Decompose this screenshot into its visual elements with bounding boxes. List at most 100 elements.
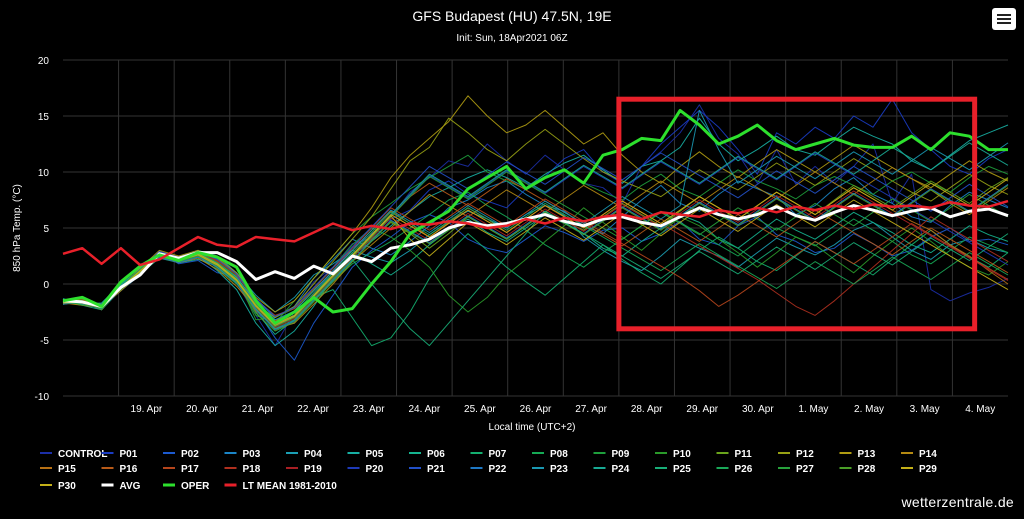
legend-item[interactable]: P20 bbox=[347, 464, 384, 475]
legend-item[interactable]: P02 bbox=[163, 449, 199, 460]
x-tick-label: 4. May bbox=[965, 404, 995, 415]
legend-label: P29 bbox=[919, 464, 937, 475]
legend-item[interactable]: P07 bbox=[470, 449, 507, 460]
legend-item[interactable]: P24 bbox=[593, 464, 630, 475]
y-tick-label: -5 bbox=[40, 336, 49, 347]
legend-item[interactable]: P19 bbox=[286, 464, 322, 475]
series-line-p25 bbox=[62, 210, 1009, 347]
legend[interactable]: CONTROL P01 P02 P03 P04 P05 P06 P07 P08 P09 P10 P11… bbox=[40, 449, 937, 492]
legend-item[interactable]: P30 bbox=[40, 481, 76, 492]
legend-label: P17 bbox=[181, 464, 199, 475]
legend-item[interactable]: P11 bbox=[716, 449, 753, 460]
x-tick-label: 19. Apr bbox=[131, 404, 163, 415]
legend-label: P04 bbox=[304, 449, 322, 460]
legend-label: CONTROL bbox=[58, 449, 107, 460]
series-layer bbox=[62, 95, 1009, 361]
legend-label: P02 bbox=[181, 449, 199, 460]
x-tick-label: 24. Apr bbox=[408, 404, 440, 415]
legend-item[interactable]: P26 bbox=[716, 464, 753, 475]
legend-label: AVG bbox=[120, 481, 141, 492]
legend-item[interactable]: P27 bbox=[778, 464, 814, 475]
legend-label: P13 bbox=[858, 449, 876, 460]
menu-bar bbox=[997, 22, 1011, 24]
x-tick-label: 21. Apr bbox=[242, 404, 274, 415]
legend-label: P09 bbox=[612, 449, 630, 460]
legend-item[interactable]: P29 bbox=[901, 464, 937, 475]
axes: -10 -5 0 5 10 15 20 19. Apr 20. Apr 21. Apr 22. Ap… bbox=[35, 56, 996, 415]
legend-label: P18 bbox=[243, 464, 261, 475]
series-line-p17 bbox=[62, 198, 1009, 316]
legend-item[interactable]: P22 bbox=[470, 464, 507, 475]
series-line-p21 bbox=[62, 152, 1009, 317]
legend-item[interactable]: P17 bbox=[163, 464, 199, 475]
x-tick-label: 22. Apr bbox=[297, 404, 329, 415]
legend-label: P26 bbox=[735, 464, 753, 475]
legend-item[interactable]: P28 bbox=[839, 464, 876, 475]
legend-label: P14 bbox=[919, 449, 937, 460]
series-line-oper bbox=[62, 108, 1008, 325]
legend-label: P22 bbox=[489, 464, 507, 475]
legend-item[interactable]: P03 bbox=[224, 449, 261, 460]
series-line-p13 bbox=[62, 95, 1009, 313]
legend-label: P06 bbox=[427, 449, 445, 460]
legend-item[interactable]: P23 bbox=[532, 464, 568, 475]
legend-label: P15 bbox=[58, 464, 76, 475]
series-line-p14 bbox=[62, 167, 1009, 330]
legend-label: P28 bbox=[858, 464, 876, 475]
legend-item[interactable]: P16 bbox=[101, 464, 138, 475]
legend-item[interactable]: P12 bbox=[778, 449, 814, 460]
series-line-p08 bbox=[62, 191, 1009, 328]
legend-label: LT MEAN 1981-2010 bbox=[243, 481, 338, 492]
legend-item[interactable]: P10 bbox=[655, 449, 691, 460]
x-tick-label: 28. Apr bbox=[631, 404, 663, 415]
legend-label: P10 bbox=[673, 449, 691, 460]
x-tick-label: 30. Apr bbox=[742, 404, 774, 415]
chart-title: GFS Budapest (HU) 47.5N, 19E bbox=[412, 8, 612, 24]
legend-label: P11 bbox=[735, 449, 753, 460]
legend-item[interactable]: P09 bbox=[593, 449, 630, 460]
legend-item[interactable]: P06 bbox=[409, 449, 445, 460]
x-tick-label: 3. May bbox=[910, 404, 940, 415]
legend-label: P30 bbox=[58, 481, 76, 492]
series-line-p26 bbox=[63, 202, 1009, 323]
x-tick-label: 26. Apr bbox=[520, 404, 552, 415]
legend-item[interactable]: P15 bbox=[40, 464, 76, 475]
hamburger-menu-icon[interactable] bbox=[992, 8, 1016, 30]
legend-label: P08 bbox=[550, 449, 568, 460]
series-line-p27 bbox=[62, 171, 1009, 328]
highlight-box bbox=[616, 96, 978, 332]
source-credit[interactable]: wetterzentrale.de bbox=[901, 494, 1014, 510]
legend-item[interactable]: CONTROL bbox=[40, 449, 107, 460]
legend-label: OPER bbox=[181, 481, 210, 492]
y-tick-label: 0 bbox=[43, 280, 49, 291]
series-line-p02 bbox=[62, 214, 1009, 361]
y-tick-label: 15 bbox=[38, 112, 50, 123]
legend-label: P23 bbox=[550, 464, 568, 475]
legend-item[interactable]: P01 bbox=[101, 449, 138, 460]
legend-label: P21 bbox=[427, 464, 445, 475]
legend-item[interactable]: OPER bbox=[163, 481, 210, 492]
legend-label: P01 bbox=[120, 449, 138, 460]
x-axis-label: Local time (UTC+2) bbox=[489, 422, 576, 433]
legend-item[interactable]: P05 bbox=[347, 449, 384, 460]
x-tick-label: 23. Apr bbox=[353, 404, 385, 415]
legend-label: P27 bbox=[796, 464, 814, 475]
legend-item[interactable]: P14 bbox=[901, 449, 937, 460]
legend-label: P20 bbox=[366, 464, 384, 475]
x-tick-label: 20. Apr bbox=[186, 404, 218, 415]
chart-subtitle: Init: Sun, 18Apr2021 06Z bbox=[456, 33, 568, 44]
legend-label: P25 bbox=[673, 464, 691, 475]
legend-label: P19 bbox=[304, 464, 322, 475]
y-tick-label: 10 bbox=[38, 168, 50, 179]
legend-item[interactable]: P25 bbox=[655, 464, 691, 475]
legend-item[interactable]: P04 bbox=[286, 449, 322, 460]
legend-item[interactable]: LT MEAN 1981-2010 bbox=[224, 481, 338, 492]
series-line-p30 bbox=[62, 178, 1009, 325]
legend-label: P24 bbox=[612, 464, 630, 475]
legend-item[interactable]: P13 bbox=[839, 449, 876, 460]
legend-item[interactable]: AVG bbox=[101, 481, 141, 492]
legend-item[interactable]: P08 bbox=[532, 449, 568, 460]
legend-item[interactable]: P18 bbox=[224, 464, 261, 475]
legend-item[interactable]: P21 bbox=[409, 464, 445, 475]
